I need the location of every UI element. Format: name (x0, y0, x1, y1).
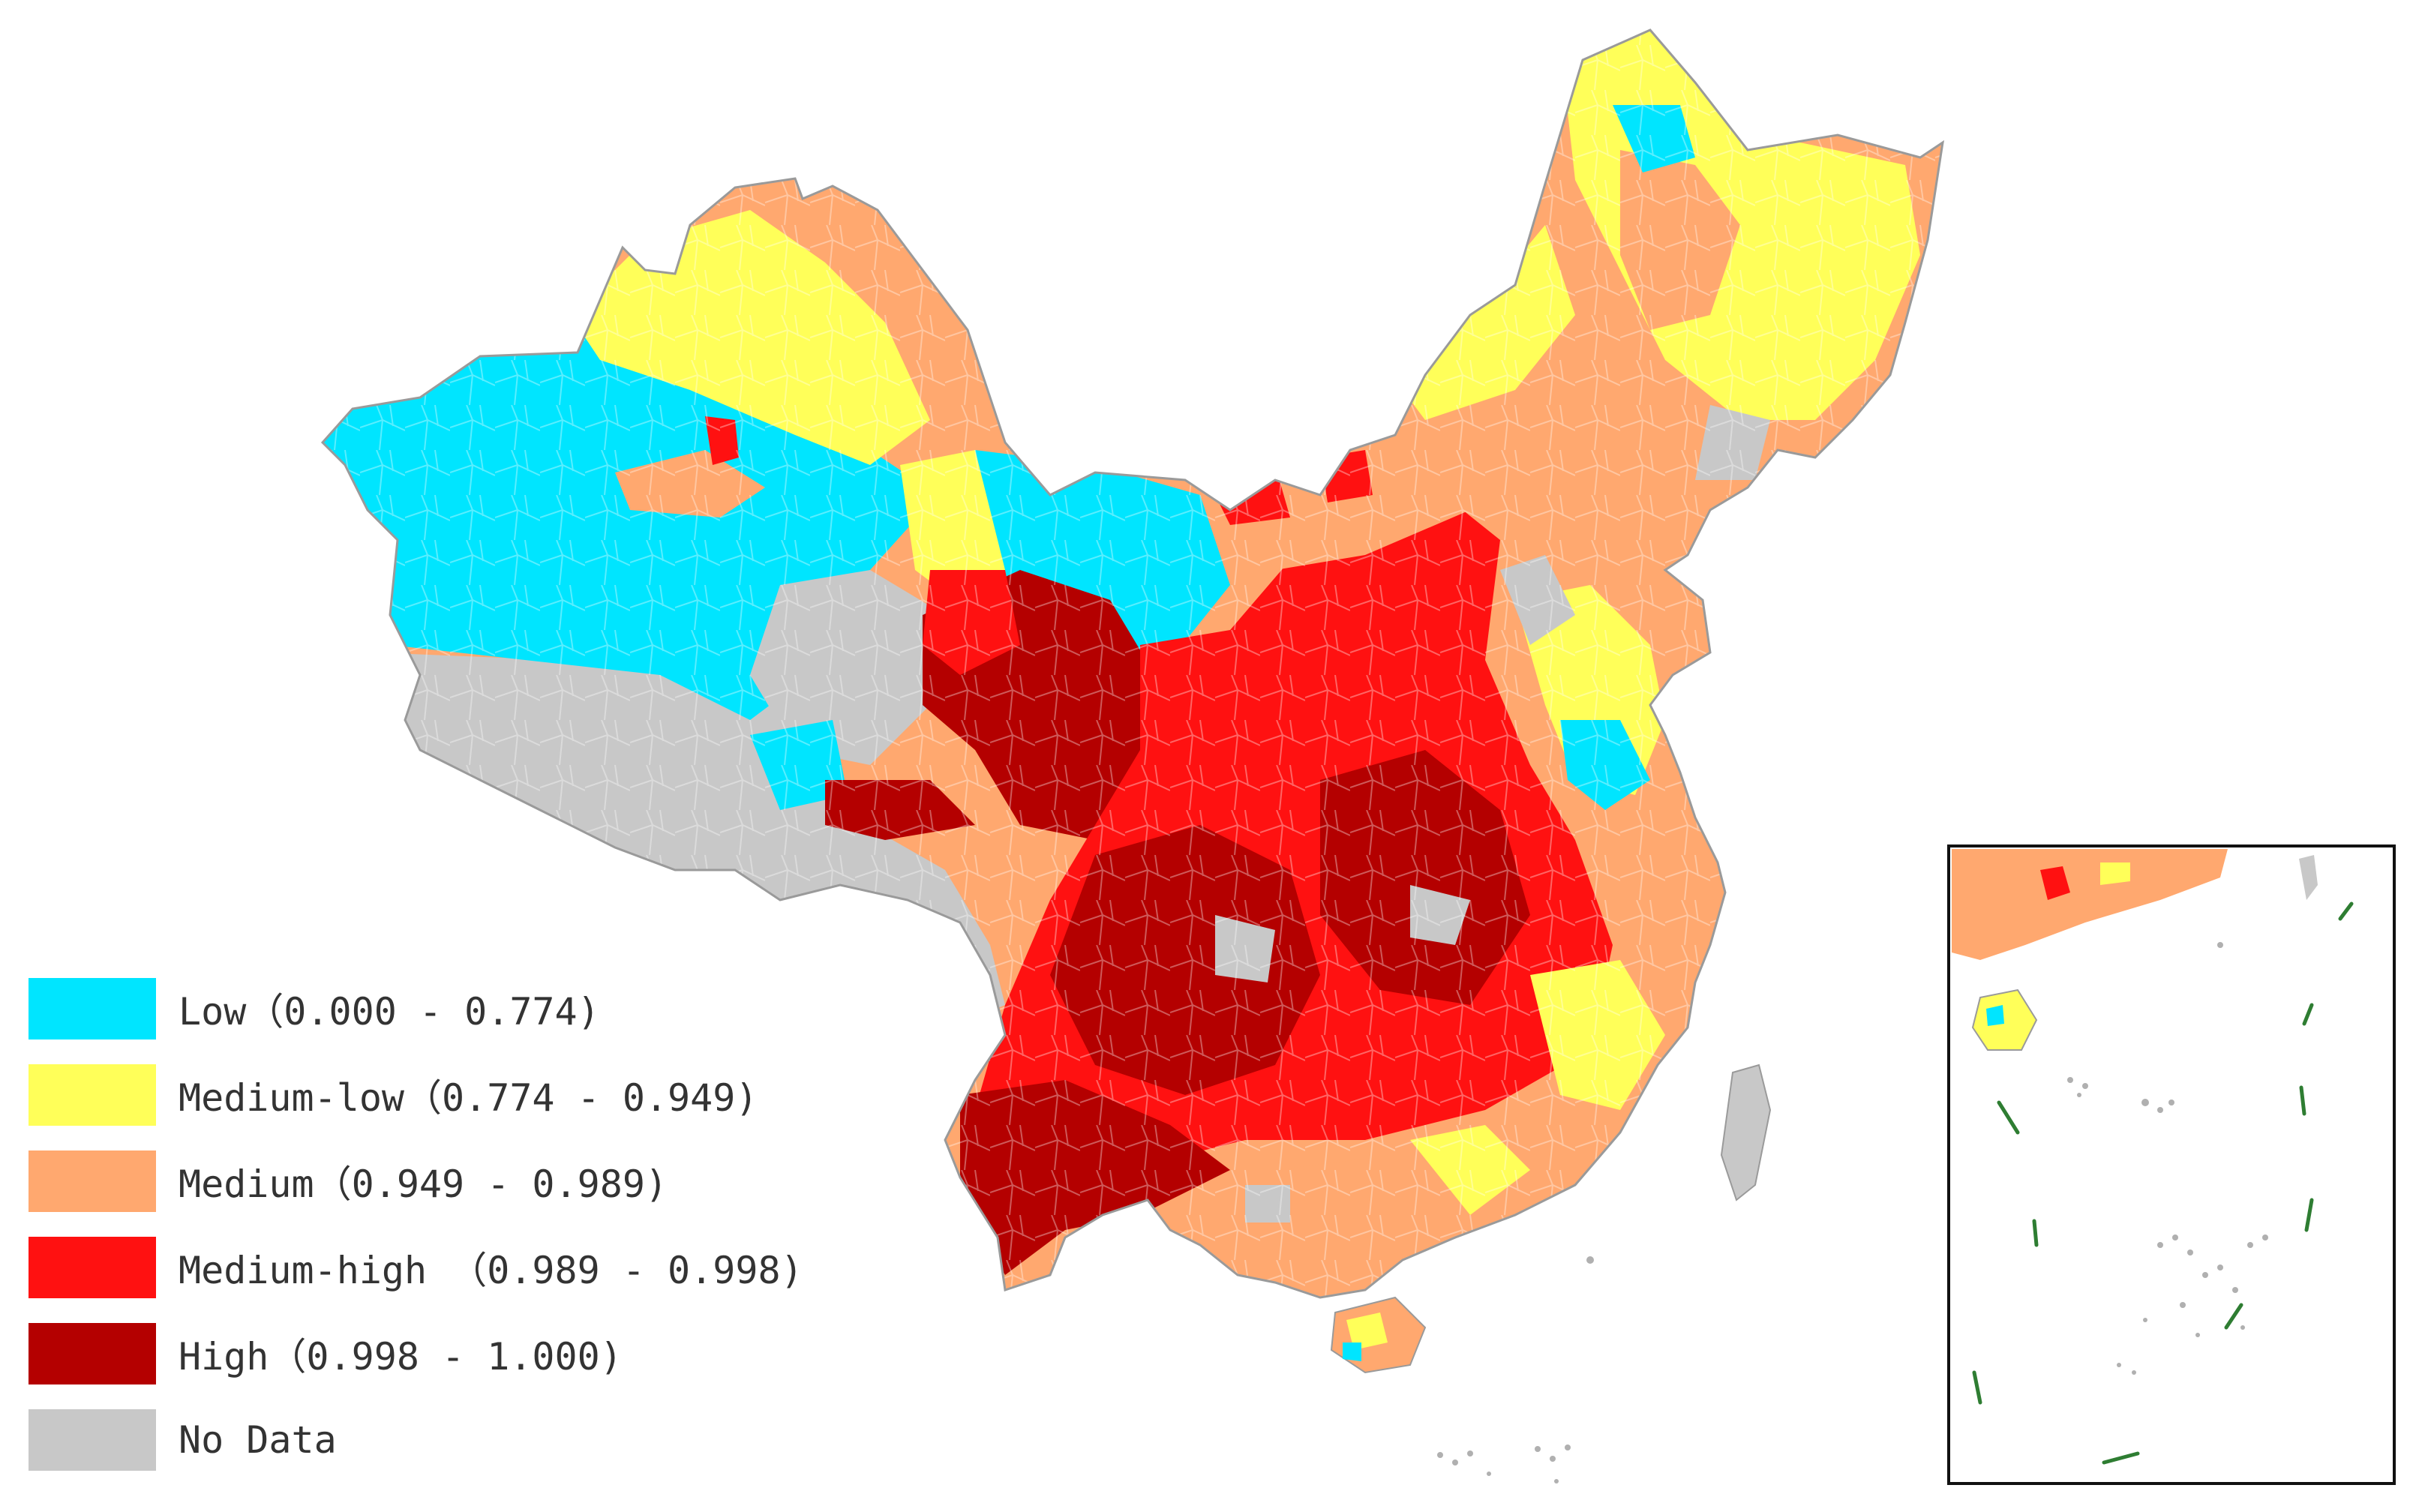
legend-swatch-high (29, 1323, 156, 1384)
inset-frame (1947, 844, 2396, 1485)
legend-swatch-no-data (29, 1409, 156, 1471)
legend-label-medium: Medium（0.949 - 0.989) (179, 1162, 668, 1206)
minor-islands (1437, 1256, 1594, 1484)
legend-swatch-medium (29, 1150, 156, 1212)
legend-item-medium-high: Medium-high （0.989 - 0.998) (29, 1234, 803, 1301)
inset-coast-strip (1952, 849, 2228, 960)
legend-swatch-low (29, 978, 156, 1040)
inset-hainan (1971, 988, 2038, 1051)
legend-swatch-medium-low (29, 1064, 156, 1126)
south-china-sea-inset (1947, 844, 2396, 1485)
legend-item-no-data: No Data (29, 1406, 337, 1474)
legend-label-medium-high: Medium-high （0.989 - 0.998) (179, 1249, 803, 1292)
taiwan-island (1720, 1064, 1772, 1202)
legend-item-medium-low: Medium-low（0.774 - 0.949) (29, 1061, 758, 1129)
legend-item-high: High（0.998 - 1.000) (29, 1320, 623, 1388)
legend-label-high: High（0.998 - 1.000) (179, 1335, 623, 1378)
legend-swatch-medium-high (29, 1237, 156, 1298)
legend-item-medium: Medium（0.949 - 0.989) (29, 1148, 668, 1215)
nine-dash-line (1972, 902, 2354, 1465)
legend-label-medium-low: Medium-low（0.774 - 0.949) (179, 1076, 758, 1120)
legend: Low（0.000 - 0.774) Medium-low（0.774 - 0.… (29, 975, 929, 1485)
legend-item-low: Low（0.000 - 0.774) (29, 975, 600, 1042)
legend-label-no-data: No Data (179, 1418, 337, 1462)
legend-label-low: Low（0.000 - 0.774) (179, 990, 600, 1034)
hainan-island (1330, 1296, 1427, 1374)
inset-taiwan (2299, 855, 2318, 900)
inset-islands (2067, 942, 2268, 1375)
mainland-outline (320, 28, 1945, 1299)
